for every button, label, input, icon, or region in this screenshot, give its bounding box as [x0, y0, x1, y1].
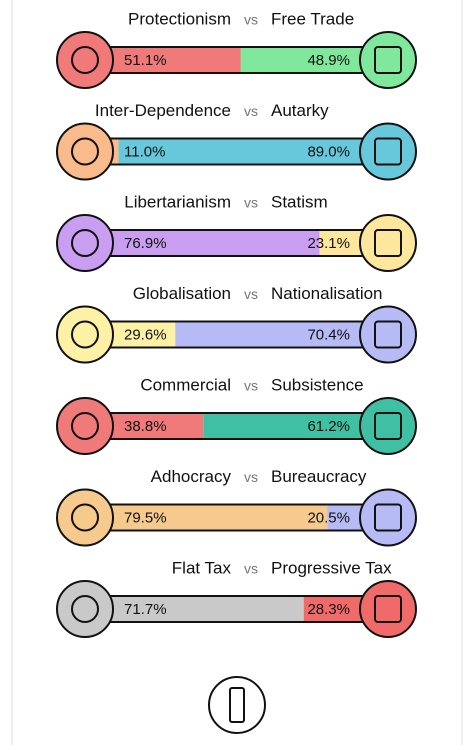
- right-icon-glyph: [374, 595, 402, 623]
- vs-label: vs: [244, 103, 258, 119]
- left-icon: [56, 122, 114, 181]
- left-icon-glyph: [71, 503, 99, 532]
- left-icon: [56, 31, 114, 89]
- right-icon: [359, 31, 417, 89]
- right-percent: 61.2%: [307, 418, 350, 435]
- left-name: Protectionism: [128, 9, 231, 28]
- left-icon-glyph: [71, 595, 99, 623]
- left-icon-glyph: [71, 229, 99, 257]
- right-name: Progressive Tax: [271, 558, 392, 577]
- left-percent: 29.6%: [124, 326, 167, 343]
- right-name: Free Trade: [271, 9, 354, 28]
- fasces-icon: [229, 687, 245, 723]
- right-icon: [359, 397, 417, 455]
- left-icon-glyph: [71, 320, 99, 349]
- right-icon-glyph: [374, 137, 402, 166]
- left-name: Globalisation: [133, 284, 231, 303]
- right-icon: [359, 214, 417, 272]
- right-name: Subsistence: [271, 375, 364, 394]
- right-bar: [118, 138, 391, 165]
- left-icon-glyph: [71, 137, 99, 166]
- right-name: Autarky: [271, 101, 329, 120]
- right-percent: 89.0%: [307, 143, 350, 160]
- left-icon: [56, 397, 114, 455]
- left-name: Libertarianism: [124, 192, 231, 211]
- right-name: Bureaucracy: [271, 467, 367, 486]
- right-icon: [359, 305, 417, 364]
- right-percent: 20.5%: [307, 509, 350, 526]
- left-name: Commercial: [140, 375, 231, 394]
- right-name: Nationalisation: [271, 284, 383, 303]
- bottom-icon[interactable]: [208, 676, 266, 734]
- left-icon-glyph: [71, 46, 99, 74]
- left-percent: 76.9%: [124, 235, 167, 252]
- right-percent: 70.4%: [307, 326, 350, 343]
- right-percent: 28.3%: [307, 601, 350, 618]
- vs-label: vs: [244, 195, 258, 211]
- vs-label: vs: [244, 561, 258, 577]
- left-icon: [56, 580, 114, 638]
- left-percent: 79.5%: [124, 509, 167, 526]
- right-bar: [175, 321, 390, 348]
- right-bar: [203, 413, 390, 439]
- right-icon-glyph: [374, 46, 402, 74]
- left-icon: [56, 305, 114, 364]
- right-name: Statism: [271, 192, 328, 211]
- left-bar: [85, 596, 304, 622]
- left-icon: [56, 214, 114, 272]
- right-icon: [359, 580, 417, 638]
- left-percent: 38.8%: [124, 418, 167, 435]
- right-icon-glyph: [374, 412, 402, 440]
- left-bar: [85, 504, 328, 531]
- right-icon-glyph: [374, 503, 402, 532]
- left-percent: 11.0%: [124, 143, 165, 160]
- left-icon: [56, 488, 114, 547]
- left-name: Adhocracy: [151, 467, 232, 486]
- right-icon-glyph: [374, 229, 402, 257]
- left-percent: 51.1%: [124, 52, 167, 69]
- vs-label: vs: [244, 286, 258, 302]
- vs-label: vs: [244, 378, 258, 394]
- left-percent: 71.7%: [124, 601, 167, 618]
- left-name: Flat Tax: [172, 558, 232, 577]
- vs-label: vs: [244, 469, 258, 485]
- right-icon: [359, 488, 417, 547]
- left-bar: [85, 230, 320, 256]
- left-name: Inter-Dependence: [95, 101, 231, 120]
- left-icon-glyph: [71, 412, 99, 440]
- right-percent: 23.1%: [307, 235, 350, 252]
- vs-label: vs: [244, 12, 258, 28]
- right-percent: 48.9%: [307, 52, 350, 69]
- right-icon: [359, 122, 417, 181]
- right-icon-glyph: [374, 320, 402, 349]
